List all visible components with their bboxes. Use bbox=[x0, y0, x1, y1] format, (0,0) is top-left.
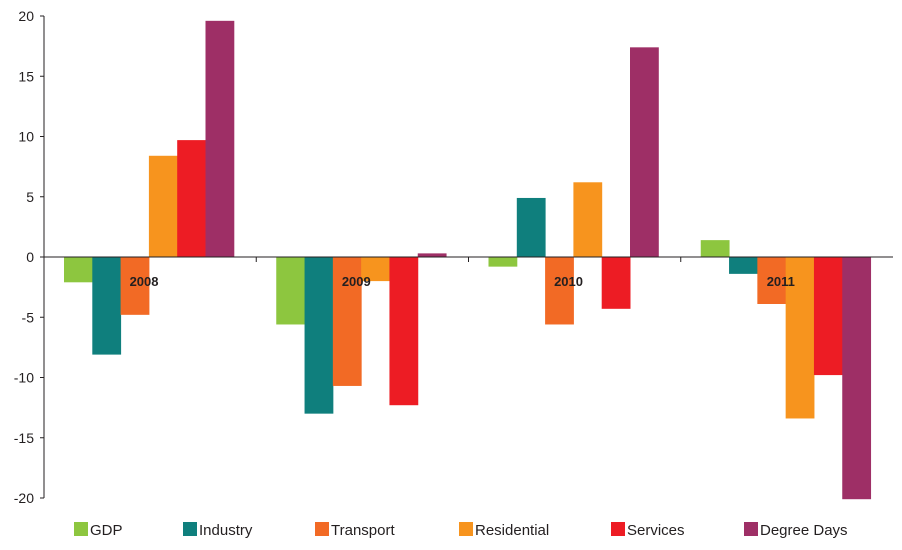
bar-residential-2008 bbox=[148, 155, 178, 257]
bar-industry-2011 bbox=[729, 257, 758, 274]
legend-label-gdp: GDP bbox=[90, 522, 123, 539]
y-tick-label: 15 bbox=[18, 68, 34, 84]
bar-transport-2010 bbox=[545, 257, 574, 325]
bar-degree-days-2011 bbox=[842, 257, 872, 500]
category-labels: 2008 2009 2010 2011 bbox=[130, 257, 795, 289]
bar-industry-2008 bbox=[92, 257, 122, 355]
bar-services-2010 bbox=[601, 257, 631, 309]
legend-swatch-degree-days bbox=[744, 522, 758, 536]
bar-gdp-2010 bbox=[488, 257, 518, 267]
legend-swatch-industry bbox=[183, 522, 197, 536]
bar-gdp-2009 bbox=[276, 257, 306, 325]
bar-services-2008 bbox=[177, 140, 206, 257]
legend-label-degree-days: Degree Days bbox=[760, 522, 848, 539]
y-tick-label: 10 bbox=[18, 129, 34, 145]
y-tick-label: -10 bbox=[14, 370, 34, 386]
bar-services-2011 bbox=[813, 257, 843, 376]
bar-services-2009 bbox=[389, 257, 419, 406]
y-tick-label: -5 bbox=[22, 309, 35, 325]
y-axis-ticks: 20 15 10 5 0 -5 -10 -15 -20 bbox=[14, 8, 44, 506]
bar-transport-2009 bbox=[332, 257, 362, 386]
legend-label-transport: Transport bbox=[331, 522, 395, 539]
y-tick-label: 5 bbox=[26, 189, 34, 205]
category-label-2009: 2009 bbox=[342, 274, 371, 289]
legend-swatch-residential bbox=[459, 522, 473, 536]
legend-swatch-gdp bbox=[74, 522, 88, 536]
y-tick-label: -15 bbox=[14, 430, 34, 446]
bar-gdp-2008 bbox=[64, 257, 93, 283]
bar-degree-days-2010 bbox=[630, 47, 659, 257]
y-tick-label: -20 bbox=[14, 490, 34, 506]
category-label-2008: 2008 bbox=[130, 274, 159, 289]
legend: GDP Industry Transport Residential Services D… bbox=[74, 522, 848, 539]
category-label-2010: 2010 bbox=[554, 274, 583, 289]
y-tick-label: 20 bbox=[18, 8, 34, 24]
bar-gdp-2011 bbox=[700, 240, 730, 257]
bar-industry-2010 bbox=[516, 197, 546, 257]
bar-degree-days-2009 bbox=[417, 253, 447, 257]
bar-transport-2008 bbox=[120, 257, 150, 315]
legend-label-industry: Industry bbox=[199, 522, 253, 539]
bars bbox=[64, 20, 872, 500]
legend-swatch-services bbox=[611, 522, 625, 536]
bar-industry-2009 bbox=[304, 257, 334, 414]
legend-label-services: Services bbox=[627, 522, 685, 539]
bar-transport-2011 bbox=[757, 257, 787, 304]
bar-residential-2009 bbox=[361, 257, 390, 282]
legend-label-residential: Residential bbox=[475, 522, 549, 539]
bar-residential-2011 bbox=[785, 257, 815, 419]
bar-residential-2010 bbox=[573, 182, 603, 257]
y-tick-label: 0 bbox=[26, 249, 34, 265]
bar-degree-days-2008 bbox=[205, 20, 235, 257]
legend-swatch-transport bbox=[315, 522, 329, 536]
category-label-2011: 2011 bbox=[767, 274, 795, 289]
